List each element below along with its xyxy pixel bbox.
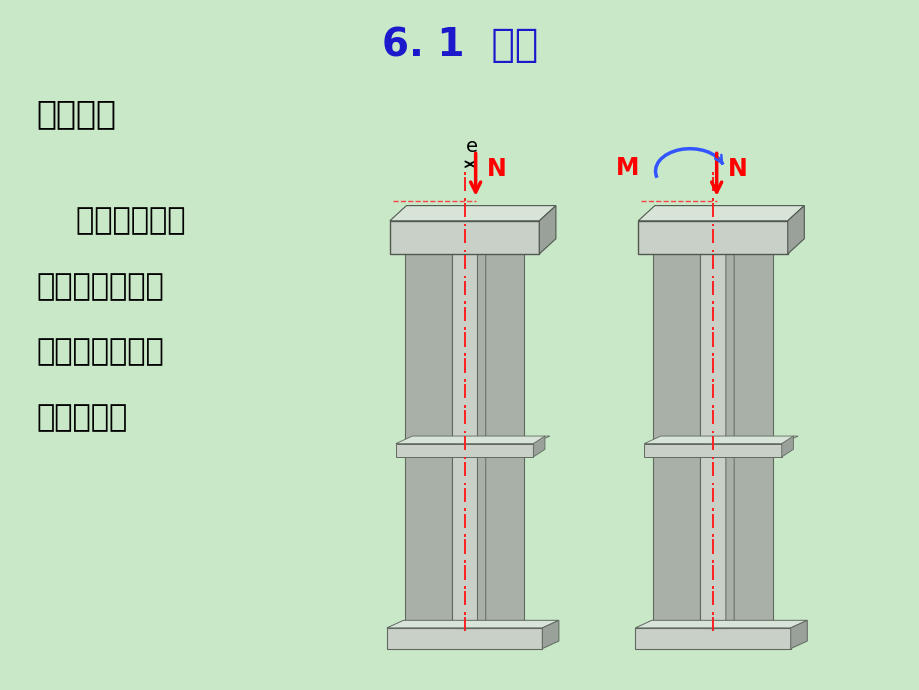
Polygon shape [634, 620, 807, 628]
Polygon shape [638, 206, 803, 221]
Text: N: N [727, 157, 746, 181]
Text: N: N [486, 157, 505, 181]
Text: 压弯构件。: 压弯构件。 [37, 403, 128, 432]
Polygon shape [395, 436, 550, 444]
Bar [725, 221, 772, 628]
Polygon shape [539, 206, 555, 254]
Polygon shape [387, 620, 559, 628]
Text: M: M [615, 156, 639, 179]
Polygon shape [542, 620, 559, 649]
Bar [387, 628, 542, 649]
Bar [451, 221, 477, 628]
Polygon shape [533, 436, 544, 457]
Polygon shape [643, 436, 798, 444]
Text: 一般工业厂房: 一般工业厂房 [37, 206, 185, 235]
Text: 和多层房屋的框: 和多层房屋的框 [37, 272, 165, 301]
Bar [404, 221, 451, 628]
Bar [395, 444, 533, 457]
Polygon shape [725, 213, 733, 628]
Bar [634, 628, 790, 649]
Bar [652, 221, 699, 628]
Text: e: e [465, 137, 478, 156]
Polygon shape [390, 206, 555, 221]
Polygon shape [477, 213, 485, 628]
Text: 一、应用: 一、应用 [37, 97, 117, 130]
Polygon shape [790, 620, 807, 649]
Polygon shape [781, 436, 792, 457]
Bar [638, 221, 787, 254]
Text: 架柱均为拉弯和: 架柱均为拉弯和 [37, 337, 165, 366]
Bar [643, 444, 781, 457]
Bar [477, 221, 524, 628]
Bar [699, 221, 725, 628]
Text: 6. 1  概述: 6. 1 概述 [381, 26, 538, 64]
Polygon shape [787, 206, 803, 254]
Bar [390, 221, 539, 254]
